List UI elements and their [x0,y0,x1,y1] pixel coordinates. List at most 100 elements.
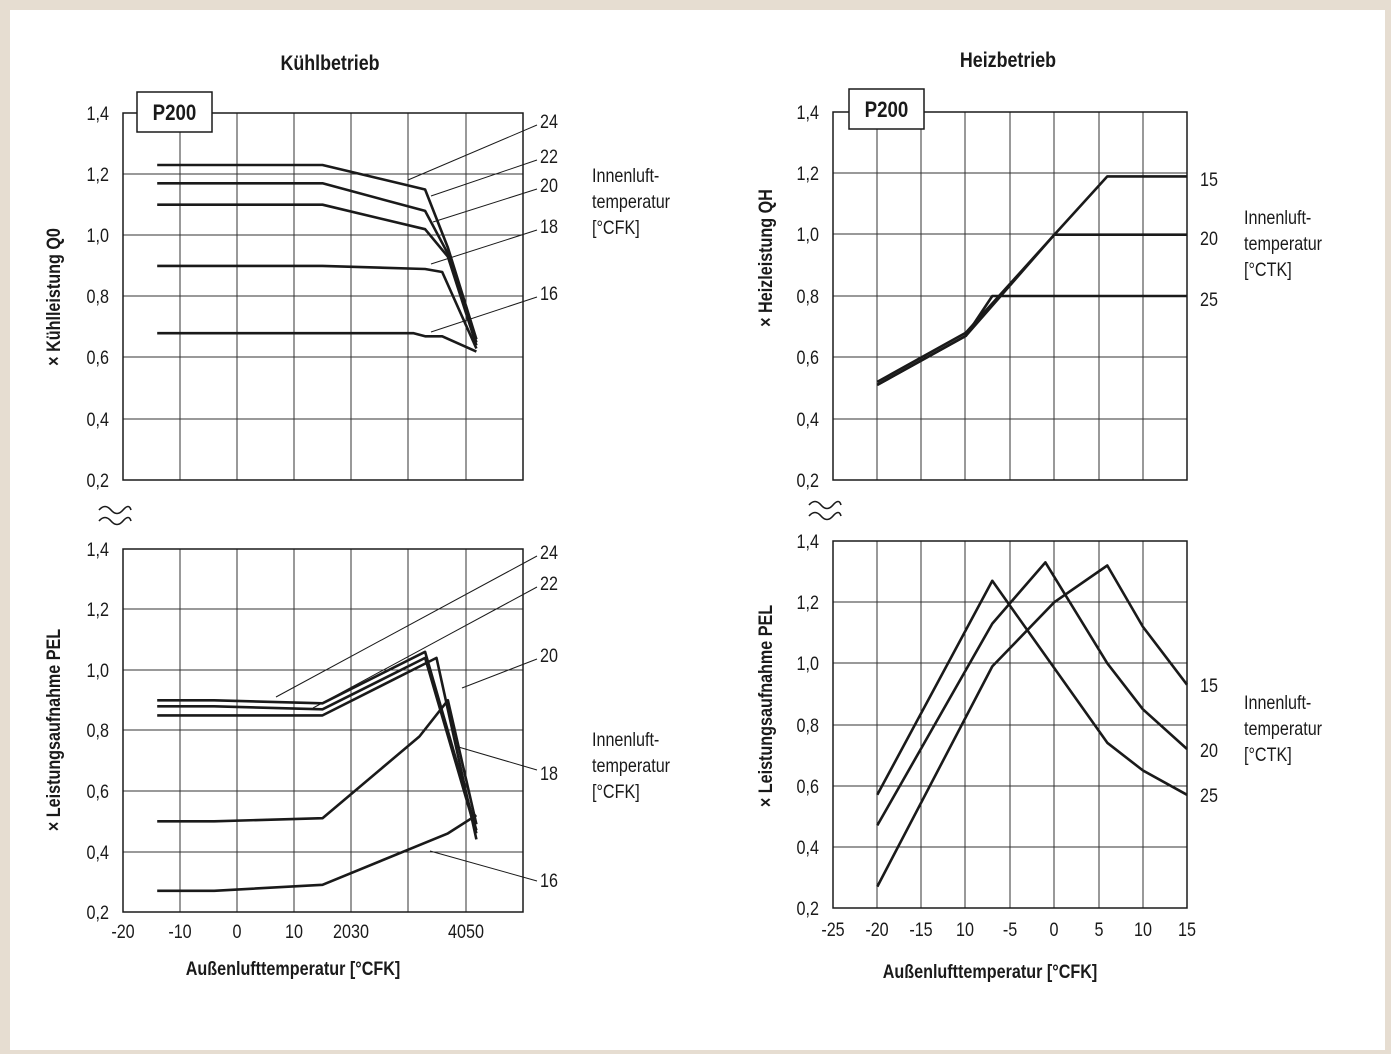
leader-line [454,745,538,771]
y-axis-label: × Kühlleistung Q0 [43,228,65,366]
y-tick-label: 0,2 [87,470,109,492]
x-tick-label: 15 [1178,919,1196,941]
panel-capacity: 1,4 1,2 1,0 0,8 0,6 0,4 0,2 × Kühlleistung Q0 24… [43,103,670,492]
y-tick-label: 1,4 [797,531,820,553]
side-label: Innenluft- [1244,207,1311,229]
y-tick-label: 1,2 [87,599,109,621]
x-tick-label: -25 [821,919,845,941]
y-tick-label: 1,4 [87,539,110,561]
y-tick-label: 0,4 [797,837,820,859]
x-tick-label: 10 [1134,919,1152,941]
side-label: temperatur [1244,718,1322,740]
x-tick-label: -15 [909,919,933,941]
y-tick-label: 1,4 [797,102,820,124]
x-tick-label: -20 [865,919,889,941]
leader-line [312,586,538,709]
series-label: 20 [540,645,558,667]
side-label: [°CTK] [1244,744,1292,766]
y-tick-label: 1,0 [87,660,110,682]
y-tick-label: 1,2 [87,164,109,186]
panel-capacity: 1,4 1,2 1,0 0,8 0,6 0,4 0,2 × Heizleistung QH 15… [755,102,1322,492]
y-tick-label: 0,8 [797,715,820,737]
series-line-16 [157,814,478,893]
series-line-22 [157,656,478,834]
series-label: 20 [1200,228,1218,250]
x-tick-label: -20 [111,921,135,943]
leader-line [432,188,538,223]
series-line-22 [157,182,478,343]
series-line-18 [157,264,478,350]
plot-frame [122,548,524,913]
series-label: 25 [1200,785,1218,807]
x-tick-label: 10 [285,921,303,943]
side-label: Innenluft- [592,729,659,751]
y-tick-label: 0,8 [87,720,110,742]
x-tick-label: -10 [168,921,192,943]
model-badge [848,88,925,130]
side-label: [°CFK] [592,781,640,803]
series-label: 16 [540,283,558,305]
series-line-16 [157,331,477,353]
series-line-24 [157,163,478,340]
axis-break-icon [808,511,842,521]
series-line-20 [157,203,478,346]
x-tick-label: 2030 [333,921,369,943]
series-line-20 [876,561,1188,827]
side-label: temperatur [592,191,670,213]
y-tick-label: 0,4 [87,842,110,864]
series-label: 20 [540,175,558,197]
series-label: 24 [540,111,558,133]
y-tick-label: 0,8 [87,286,110,308]
series-label: 15 [1200,675,1218,697]
series-label: 22 [540,573,558,595]
series-line-24 [157,650,478,831]
chart-title: Heizbetrieb [960,49,1056,73]
y-tick-label: 1,0 [87,225,110,247]
chart-heizbetrieb: Heizbetrieb 1,4 1,2 1,0 0,8 0,6 0,4 0,2 × Heizle… [755,49,1322,983]
model-badge-label: P200 [153,102,197,126]
axis-break-icon [98,505,132,515]
y-tick-label: 0,2 [797,470,819,492]
plot-frame [832,540,1188,909]
series-label: 18 [540,216,558,238]
series-line-20 [876,233,1187,387]
leader-line [461,658,538,689]
axis-break-gap [807,498,837,522]
axis-break-icon [98,516,132,526]
side-label: [°CFK] [592,217,640,239]
x-tick-label: -5 [1003,919,1018,941]
y-axis-label: × Leistungsaufnahme PEL [755,605,777,807]
side-label: temperatur [592,755,670,777]
y-axis-label: × Leistungsaufnahme PEL [43,629,65,831]
axis-break-icon [808,500,842,510]
x-tick-label: 5 [1095,919,1104,941]
y-tick-label: 0,6 [797,776,820,798]
series-label: 15 [1200,169,1218,191]
plot-frame [122,112,524,481]
series-line-15 [876,175,1187,384]
y-tick-label: 0,6 [87,347,110,369]
model-badge [136,91,213,133]
series-label: 20 [1200,740,1218,762]
x-tick-label: 4050 [448,921,484,943]
side-label: temperatur [1244,233,1322,255]
series-label: 24 [540,542,558,564]
y-tick-label: 0,6 [797,347,820,369]
y-tick-label: 0,2 [87,902,109,924]
panel-power-input: 1,4 1,2 1,0 0,8 0,6 0,4 0,2 × Leistungsaufnahme… [43,539,670,924]
leader-line [275,555,538,698]
y-tick-label: 1,2 [797,163,819,185]
leader-line [430,229,538,265]
series-line-20 [157,656,478,840]
y-tick-label: 1,2 [797,592,819,614]
chart-kuehlbetrieb: Kühlbetrieb 1,4 1,2 1,0 0,8 0,6 0,4 0,2 × Kühlle… [43,52,670,980]
y-tick-label: 0,4 [87,409,110,431]
series-label: 16 [540,870,558,892]
x-axis-label: Außenlufttemperatur [°CFK] [883,961,1098,983]
side-label: [°CTK] [1244,259,1292,281]
x-tick-label: 0 [233,921,242,943]
series-line-25 [876,579,1188,796]
y-axis-label: × Heizleistung QH [755,189,777,327]
leader-line [430,296,538,333]
